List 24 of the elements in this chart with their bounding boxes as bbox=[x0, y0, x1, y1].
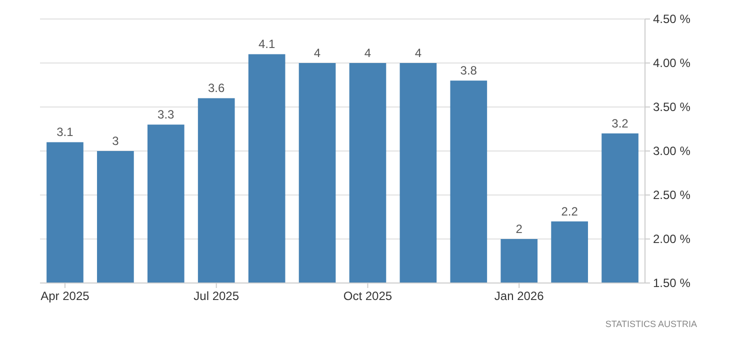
data-label: 3.2 bbox=[612, 116, 629, 130]
data-label: 3.8 bbox=[460, 64, 478, 78]
data-label: 3 bbox=[112, 134, 120, 148]
x-tick-label: Jul 2025 bbox=[194, 289, 240, 303]
y-tick-label: 4.00 % bbox=[653, 56, 691, 70]
data-label: 3.3 bbox=[158, 108, 175, 122]
x-tick-label: Oct 2025 bbox=[343, 289, 392, 303]
data-label: 3.1 bbox=[56, 125, 74, 140]
data-label: 4 bbox=[364, 46, 372, 60]
y-tick-label: 4.50 % bbox=[653, 12, 691, 26]
y-tick-label: 1.50 % bbox=[653, 276, 691, 290]
data-label: 2 bbox=[516, 222, 523, 236]
text: STATISTICS AUSTRIA bbox=[605, 319, 697, 329]
y-tick-label: 2.50 % bbox=[653, 188, 691, 202]
data-label: 2.2 bbox=[561, 204, 578, 218]
y-tick-label: 2.00 % bbox=[653, 232, 691, 246]
data-label: 3.6 bbox=[208, 81, 226, 96]
y-tick-label: 3.50 % bbox=[653, 100, 691, 114]
y-tick-label: 3.00 % bbox=[653, 144, 691, 158]
data-label: 4 bbox=[414, 46, 422, 60]
data-label: 4 bbox=[314, 46, 321, 60]
data-label: 4.1 bbox=[258, 37, 276, 52]
x-tick-label: Apr 2025 bbox=[40, 289, 90, 303]
x-tick-label: Jan 2026 bbox=[494, 289, 544, 303]
